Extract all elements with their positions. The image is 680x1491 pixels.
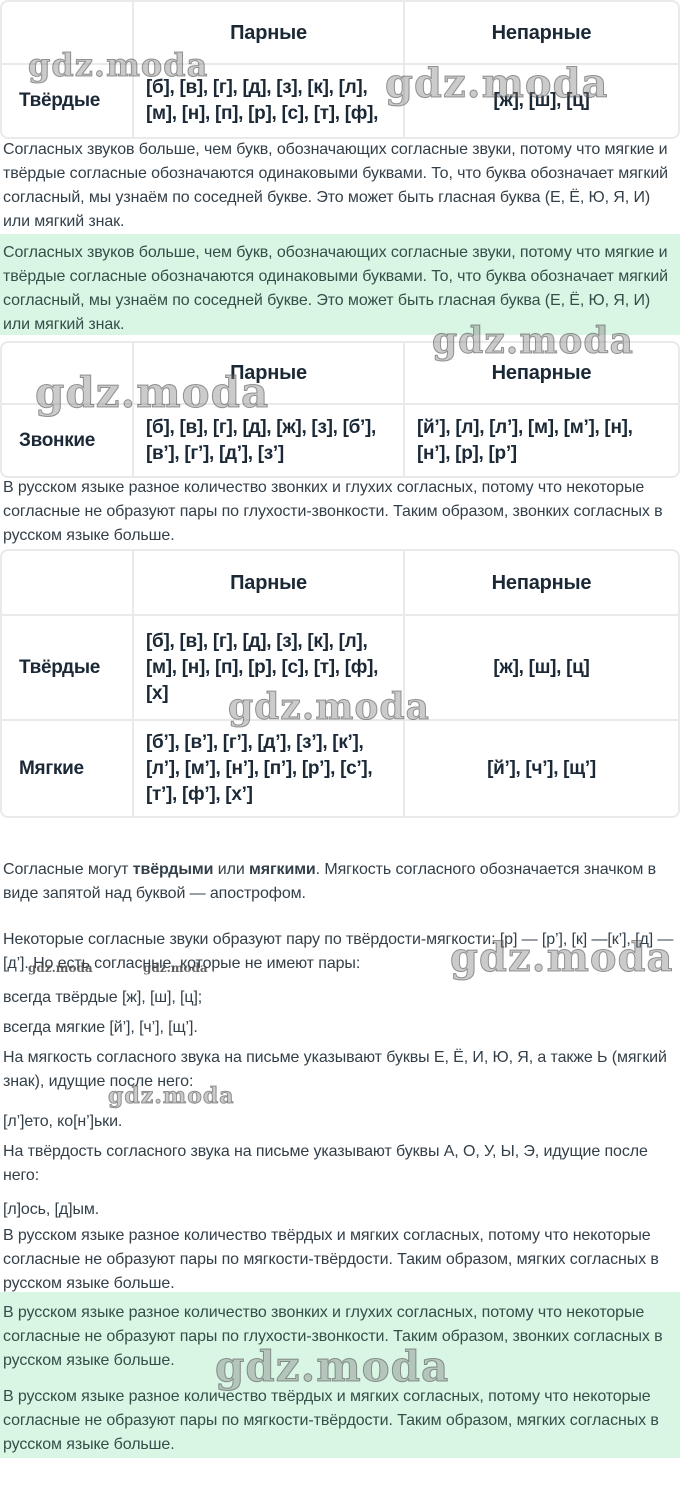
table-row: Твёрдые [б], [в], [г], [д], [з], [к], [л… <box>2 63 678 137</box>
paragraph-always-hard: всегда твёрдые [ж], [ш], [ц]; <box>3 989 203 1006</box>
table-hard-soft-consonants: Парные Непарные Твёрдые [б], [в], [г], [… <box>0 549 680 818</box>
paired-cell: [б’], [в’], [г’], [д’], [з’], [к’], [л’]… <box>132 721 403 816</box>
intro-bold-soft: мягкими <box>249 861 316 878</box>
corner-cell <box>2 551 132 614</box>
corner-cell <box>2 343 132 403</box>
paired-header: Парные <box>132 551 403 614</box>
unpaired-cell: [ж], [ш], [ц] <box>403 65 678 137</box>
paragraph-voiced-more: В русском языке разное количество звонки… <box>3 479 663 544</box>
unpaired-header: Непарные <box>403 2 678 63</box>
table-hard-consonants-top: Парные Непарные Твёрдые [б], [в], [г], [… <box>0 0 680 139</box>
table-row-hard: Твёрдые [б], [в], [г], [д], [з], [к], [л… <box>2 614 678 719</box>
unpaired-cell: [ж], [ш], [ц] <box>403 616 678 719</box>
table-row-soft: Мягкие [б’], [в’], [г’], [д’], [з’], [к’… <box>2 719 678 816</box>
paragraph-soft-more: В русском языке разное количество твёрды… <box>3 1227 659 1292</box>
table-voiced-consonants: Парные Непарные Звонкие [б], [в], [г], [… <box>0 341 680 478</box>
paragraph-softness-letters: На мягкость согласного звука на письме у… <box>3 1049 667 1090</box>
paired-cell: [б], [в], [г], [д], [ж], [з], [б’], [в’]… <box>132 405 403 476</box>
table-header-row: Парные Непарные <box>2 2 678 63</box>
table-header-row: Парные Непарные <box>2 343 678 403</box>
highlight-paragraph: Согласных звуков больше, чем букв, обозн… <box>3 244 668 333</box>
corner-cell <box>2 2 132 63</box>
highlight-block-summary: В русском языке разное количество звонки… <box>0 1292 680 1458</box>
highlight-paragraph-soft-more: В русском языке разное количество твёрды… <box>3 1388 659 1453</box>
paragraph-hard-soft-intro: Согласные могут твёрдыми или мягкими. Мя… <box>3 858 677 906</box>
intro-bold-hard: твёрдыми <box>132 861 214 878</box>
paragraph-pairs-hardness: Некоторые согласные звуки образуют пару … <box>3 931 674 972</box>
row-label: Твёрдые <box>19 656 101 678</box>
paired-cell: [б], [в], [г], [д], [з], [к], [л], [м], … <box>132 616 403 719</box>
paired-header: Парные <box>132 2 403 63</box>
unpaired-header: Непарные <box>403 343 678 403</box>
row-label: Звонкие <box>19 429 96 451</box>
unpaired-header: Непарные <box>403 551 678 614</box>
highlight-block-letters-vs-sounds: Согласных звуков больше, чем букв, обозн… <box>0 234 680 335</box>
paired-header: Парные <box>132 343 403 403</box>
paragraph-hardness-letters: На твёрдость согласного звука на письме … <box>3 1143 648 1184</box>
intro-part3: . Мягкость согласного обозначается значк… <box>3 861 656 902</box>
table-header-row: Парные Непарные <box>2 551 678 614</box>
paragraph-softness-examples: [л’]ето, ко[н’]ьки. <box>3 1113 123 1130</box>
row-label: Мягкие <box>19 757 84 779</box>
unpaired-cell: [й’], [л], [л’], [м], [м’], [н], [н’], [… <box>403 405 678 476</box>
paragraph-always-soft: всегда мягкие [й’], [ч’], [щ’]. <box>3 1019 198 1036</box>
unpaired-cell: [й’], [ч’], [щ’] <box>403 721 678 816</box>
intro-part1: Согласные могут <box>3 861 133 878</box>
row-label: Твёрдые <box>19 90 101 111</box>
highlight-paragraph-voiced-more: В русском языке разное количество звонки… <box>3 1304 663 1369</box>
paragraph-letters-vs-sounds: Согласных звуков больше, чем букв, обозн… <box>3 141 668 230</box>
paired-cell: [б], [в], [г], [д], [з], [к], [л], [м], … <box>132 65 403 137</box>
paragraph-hardness-examples: [л]ось, [д]ым. <box>3 1201 100 1218</box>
intro-part2: или <box>213 861 250 878</box>
table-row: Звонкие [б], [в], [г], [д], [ж], [з], [б… <box>2 403 678 476</box>
